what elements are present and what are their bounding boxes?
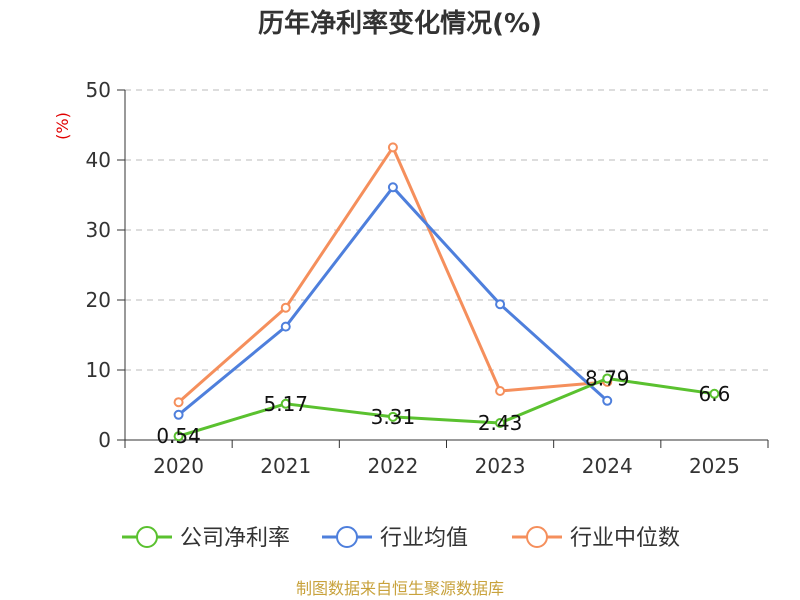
x-tick-label-2020: 2020 [153, 454, 204, 478]
grid-lines [125, 89, 768, 371]
data-label-2025: 6.6 [699, 382, 731, 406]
y-tick-label-30: 30 [86, 218, 111, 242]
legend-item-2: 行业中位数 [512, 526, 680, 551]
series-0-point-2021 [280, 398, 291, 409]
series-0-point-2022 [387, 411, 398, 422]
y-axis-unit: (%) [53, 112, 72, 140]
x-tick-label-2024: 2024 [582, 454, 633, 478]
series-line-0 [178, 376, 715, 438]
y-tick-label-50: 50 [86, 78, 111, 102]
data-label-2024: 8.79 [585, 366, 630, 390]
y-tick-label-10: 10 [86, 358, 111, 382]
x-tick-label-2022: 2022 [367, 454, 418, 478]
series-0-point-2020 [173, 431, 184, 442]
legend-marker-0 [136, 526, 158, 548]
series-0 [173, 373, 720, 442]
data-label-2021: 5.17 [263, 392, 308, 416]
legend-item-1: 行业均值 [322, 526, 468, 551]
series-2-point-2021 [280, 302, 291, 313]
y-tick-label-20: 20 [86, 288, 111, 312]
y-tick-label-0: 0 [98, 428, 111, 452]
legend-marker-2 [526, 526, 548, 548]
x-tick-label-2023: 2023 [475, 454, 526, 478]
data-label-2020: 0.54 [156, 424, 201, 448]
legend-label-2: 行业中位数 [570, 526, 680, 551]
series-2-point-2023 [495, 386, 506, 396]
series-2-point-2022 [387, 142, 398, 153]
legend: 公司净利率 行业均值 行业中位数 [122, 526, 680, 551]
series-1 [173, 182, 613, 420]
legend-item-0: 公司净利率 [122, 526, 290, 551]
data-label-2023: 2.43 [478, 411, 523, 435]
y-tick-label-40: 40 [86, 148, 111, 172]
chart-title: 历年净利率变化情况(%) [258, 8, 542, 39]
series-1-point-2021 [280, 321, 291, 332]
legend-marker-1 [336, 526, 358, 548]
x-tick-label-2021: 2021 [260, 454, 311, 478]
axes: 0 10 20 30 40 50 2020 2021 2022 2023 2024 2025 [86, 78, 769, 478]
series-1-point-2024 [602, 395, 613, 406]
legend-label-0: 公司净利率 [180, 526, 290, 551]
series-1-point-2020 [173, 409, 184, 420]
data-label-2022: 3.31 [371, 405, 416, 429]
series-0-point-2023 [495, 417, 506, 428]
series-0-point-2024 [602, 373, 613, 384]
legend-label-1: 行业均值 [380, 526, 468, 551]
series-1-point-2023 [495, 299, 506, 310]
series-1-point-2022 [387, 182, 398, 193]
series-layer [173, 142, 720, 442]
series-0-point-2025 [709, 388, 720, 399]
x-tick-label-2025: 2025 [689, 454, 740, 478]
series-line-1 [177, 185, 609, 416]
source-note: 制图数据来自恒生聚源数据库 [296, 579, 504, 598]
series-2-point-2020 [173, 397, 184, 408]
data-labels: 0.54 5.17 3.31 2.43 8.79 6.6 [156, 366, 730, 448]
